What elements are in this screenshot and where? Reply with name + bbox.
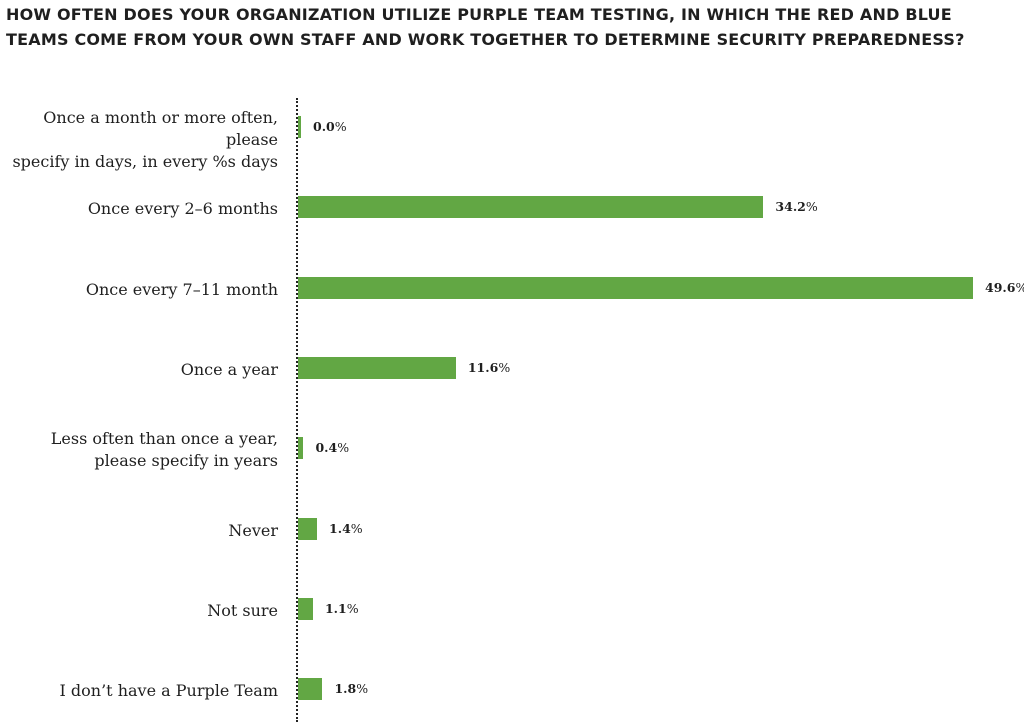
category-label: Less often than once a year, please spec… [50,429,278,471]
data-label-value: 1.8 [334,681,357,697]
bar [298,517,318,540]
data-label-suffix: % [805,199,818,215]
data-label-value: 0.4 [315,440,338,456]
data-label-suffix: % [498,359,511,375]
data-label: 0.4% [315,437,349,459]
data-label-suffix: % [346,600,359,616]
data-label-suffix: % [337,440,350,456]
y-axis-line [296,98,298,722]
category-label: I don’t have a Purple Team [59,681,279,701]
data-label: 49.6% [985,277,1024,299]
data-label-value: 1.4 [329,520,351,536]
bar [298,356,456,379]
data-label-suffix: % [1015,280,1024,295]
data-label-value: 34.2 [775,199,806,215]
category-label: Once a year [180,359,278,379]
data-label: 34.2% [775,196,817,218]
data-label: 1.4% [329,518,363,540]
data-label-value: 1.1 [324,600,347,616]
data-label: 11.6% [468,357,510,379]
chart-title: HOW OFTEN DOES YOUR ORGANIZATION UTILIZE… [6,5,965,49]
bar [298,678,323,701]
data-label-value: 49.6 [985,279,1016,295]
bar [298,116,301,138]
data-label: 0.0% [313,116,347,138]
category-label: Never [228,520,278,540]
data-label-value: 11.6 [467,359,499,375]
category-label: Not sure [207,600,278,620]
bar [298,196,764,219]
category-label: Once every 7–11 month [85,279,278,299]
bar [298,597,313,620]
category-label: Once every 2–6 months [87,199,278,219]
category-label: Once a month or more often, please speci… [12,108,278,171]
bar [298,276,973,299]
data-label-suffix: % [350,520,363,536]
data-label: 1.8% [334,678,368,700]
bar [298,437,304,460]
data-label-suffix: % [334,119,347,134]
data-label-suffix: % [356,681,369,697]
data-label: 1.1% [325,598,359,620]
data-label-value: 0.0 [313,119,335,134]
